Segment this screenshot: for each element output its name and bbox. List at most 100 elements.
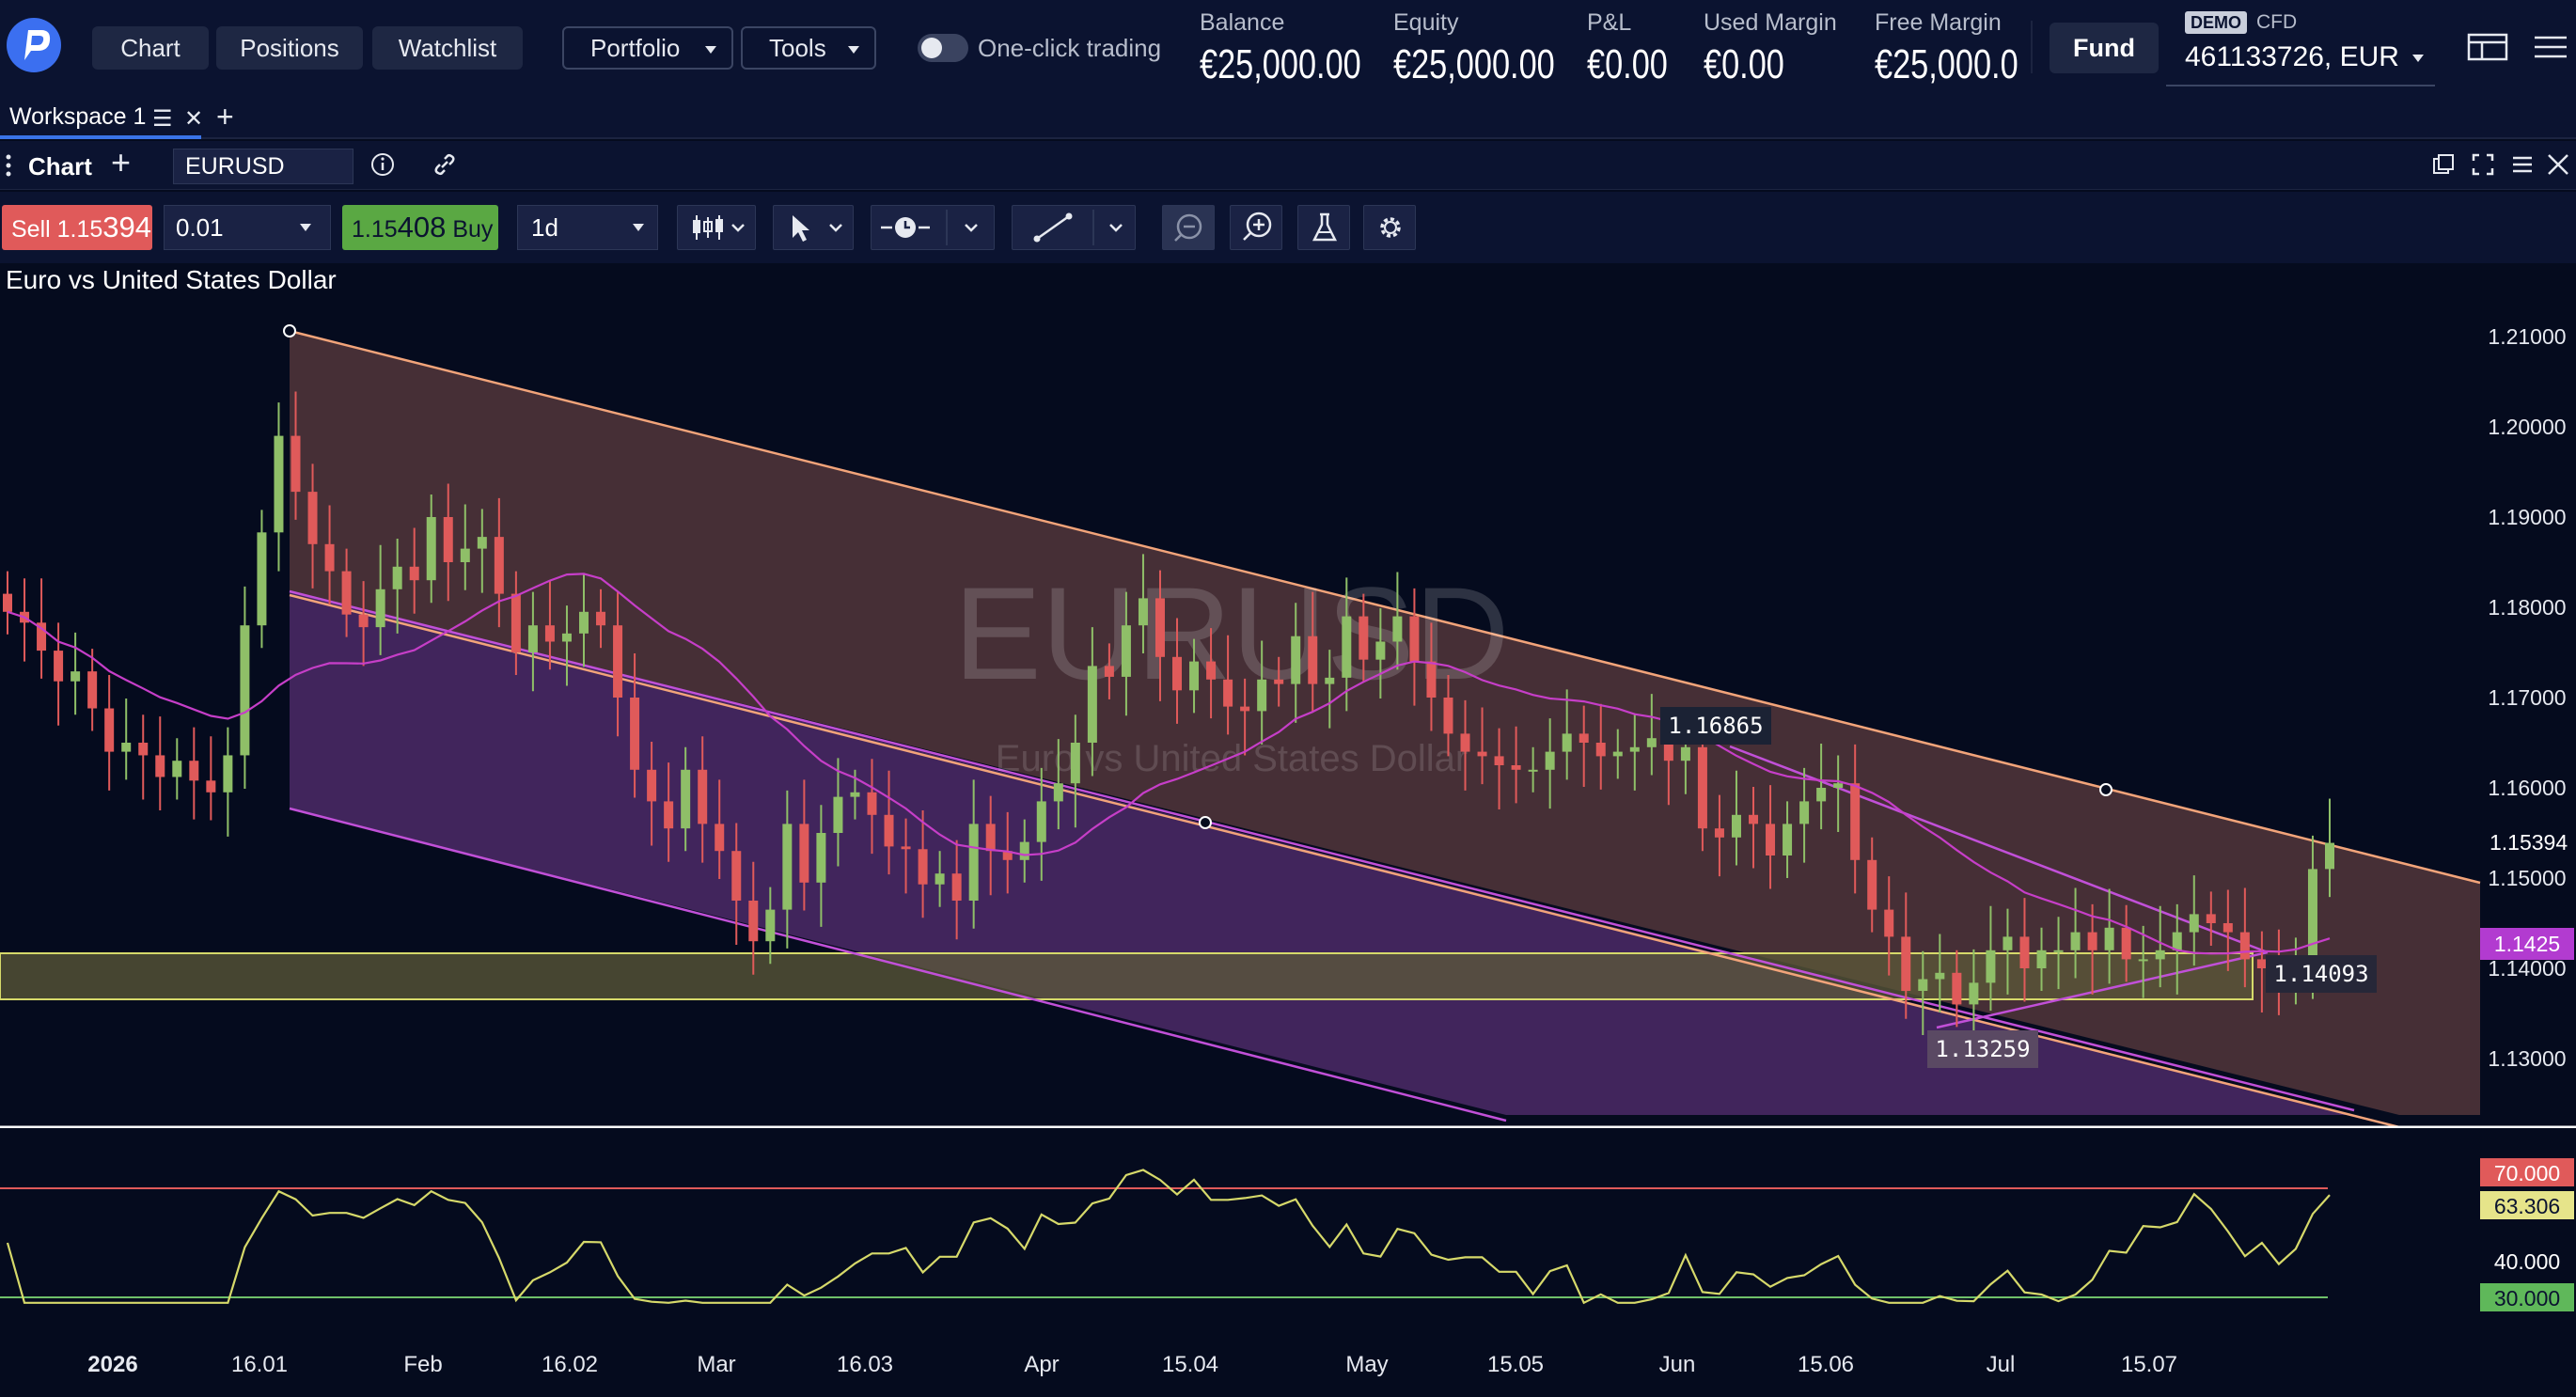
candle-body xyxy=(1562,733,1572,752)
candle-body xyxy=(2019,936,2030,968)
zoom-in-button[interactable] xyxy=(1230,205,1282,250)
workspace-tab[interactable]: Workspace 1 xyxy=(9,103,147,130)
candle-body xyxy=(715,824,725,852)
wedge-lower-line xyxy=(1936,950,2269,1029)
panel-menu-icon[interactable] xyxy=(2508,150,2537,179)
fund-button[interactable]: Fund xyxy=(2050,23,2159,73)
channel-anchor-point[interactable] xyxy=(1199,816,1212,829)
time-axis[interactable]: 2026 16.01 Feb 16.02 Mar 16.03 Apr 15.04… xyxy=(0,1337,2576,1397)
sell-button[interactable]: Sell 1.15394 xyxy=(2,205,152,250)
candle-body xyxy=(816,833,826,883)
nav-positions-button[interactable]: Positions xyxy=(216,26,363,70)
channel-anchor-point[interactable] xyxy=(2099,783,2113,796)
time-axis-label: Apr xyxy=(1024,1352,1060,1377)
channel-bottom-line xyxy=(289,807,1507,1122)
candle-body xyxy=(951,873,962,901)
rsi-mid-label: 40.000 xyxy=(2494,1249,2560,1274)
indicators-button[interactable] xyxy=(1297,205,1350,250)
quantity-select[interactable]: 0.01 xyxy=(164,205,331,250)
cursor-arrow-icon xyxy=(793,215,842,242)
chart-type-select[interactable] xyxy=(677,205,756,250)
price-axis-label: 1.20000 xyxy=(2488,415,2566,439)
price-axis[interactable]: 1.21000 1.20000 1.19000 1.18000 1.17000 1.160… xyxy=(2488,324,2566,1071)
detach-window-icon[interactable] xyxy=(2429,150,2458,179)
candle-body xyxy=(1783,824,1793,855)
hamburger-menu-icon[interactable] xyxy=(2529,30,2570,64)
time-axis-label: Feb xyxy=(403,1352,443,1377)
tools-menu[interactable]: Tools xyxy=(741,26,876,70)
candle-body xyxy=(392,566,402,589)
price-axis-label: 1.19000 xyxy=(2488,505,2566,529)
account-selector[interactable]: 461133726, EUR xyxy=(2185,41,2425,73)
workspace-menu-icon[interactable]: ☰ xyxy=(152,106,173,132)
symbol-input[interactable]: EURUSD xyxy=(173,149,353,184)
add-workspace-icon[interactable]: + xyxy=(216,100,234,133)
candle-body xyxy=(748,901,759,942)
time-axis-label: May xyxy=(1345,1352,1389,1377)
one-click-trading-toggle[interactable] xyxy=(918,34,968,62)
free-margin-label: Free Margin xyxy=(1875,9,2002,36)
candle-body xyxy=(1833,783,1844,788)
candle-body xyxy=(1308,636,1318,684)
used-margin-label: Used Margin xyxy=(1704,9,1837,36)
zoom-in-icon xyxy=(1243,212,1272,241)
channel-anchor-point[interactable] xyxy=(283,324,296,337)
annotation-high-label: 1.16865 xyxy=(1668,713,1763,739)
rsi-upper-label: 70.000 xyxy=(2494,1161,2560,1185)
timeframe-select[interactable]: 1d xyxy=(517,205,658,250)
candle-body xyxy=(1154,598,1165,657)
candle-body xyxy=(1257,679,1267,712)
drag-handle-icon[interactable] xyxy=(4,152,13,179)
add-chart-icon[interactable]: + xyxy=(111,143,132,181)
drawing-tool-select[interactable] xyxy=(1012,205,1136,250)
portfolio-menu[interactable]: Portfolio xyxy=(562,26,733,70)
candle-body xyxy=(698,769,708,824)
plus500-logo-icon[interactable] xyxy=(4,15,64,75)
price-chart[interactable]: EURUSD Euro vs United States Dollar 1.16… xyxy=(0,263,2576,1128)
candle-body xyxy=(1189,661,1200,691)
candle-body xyxy=(1036,801,1046,842)
settings-button[interactable] xyxy=(1363,205,1416,250)
candle-body xyxy=(1019,841,1029,860)
nav-chart-button[interactable]: Chart xyxy=(92,26,209,70)
candle-body xyxy=(1002,851,1013,860)
candlestick-icon xyxy=(693,215,745,240)
cursor-select[interactable] xyxy=(773,205,854,250)
rsi-pane[interactable]: 70.000 63.306 40.000 30.000 xyxy=(0,1130,2576,1337)
time-axis-label: 15.05 xyxy=(1486,1352,1545,1377)
candle-body xyxy=(1816,788,1827,802)
info-icon[interactable] xyxy=(369,150,397,179)
annotation-box xyxy=(1660,707,1771,745)
layout-icon[interactable] xyxy=(2467,30,2508,64)
zoom-out-button[interactable] xyxy=(1162,205,1215,250)
candle-body xyxy=(1392,616,1403,642)
rsi-value-tag xyxy=(2480,1191,2574,1219)
candle-body xyxy=(1749,814,1759,824)
price-chart-canvas[interactable]: EURUSD Euro vs United States Dollar 1.16… xyxy=(0,263,2576,1128)
candle-body xyxy=(1342,616,1352,678)
candle-body xyxy=(2121,927,2131,960)
candle-body xyxy=(1511,765,1521,770)
time-axis-label: 15.07 xyxy=(2120,1352,2178,1377)
sell-price-prefix: Sell 1.15 xyxy=(11,216,103,243)
candle-body xyxy=(257,532,267,626)
candle-body xyxy=(2104,927,2114,950)
time-tool-select[interactable] xyxy=(871,205,995,250)
candle-body xyxy=(2325,842,2334,870)
nav-watchlist-button[interactable]: Watchlist xyxy=(372,26,523,70)
marker-price-tag xyxy=(2480,928,2574,960)
link-icon[interactable] xyxy=(431,150,459,179)
close-workspace-icon[interactable]: ✕ xyxy=(184,106,204,132)
rsi-value-label: 63.306 xyxy=(2494,1194,2560,1218)
candle-body xyxy=(1646,738,1657,747)
rsi-canvas[interactable]: 70.000 63.306 40.000 30.000 xyxy=(0,1130,2576,1337)
balance-label: Balance xyxy=(1200,9,1285,36)
candle-body xyxy=(613,625,623,698)
close-panel-icon[interactable] xyxy=(2544,150,2572,179)
candle-body xyxy=(1426,661,1437,698)
candle-body xyxy=(274,435,284,533)
candle-body xyxy=(3,593,12,612)
fullscreen-icon[interactable] xyxy=(2469,150,2497,179)
buy-button[interactable]: 1.15408 Buy xyxy=(342,205,498,250)
candle-body xyxy=(2155,950,2165,960)
